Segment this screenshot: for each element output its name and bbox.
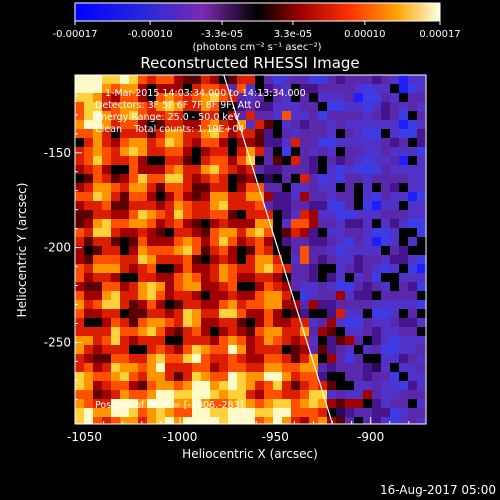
- colorbar: [74, 2, 441, 22]
- heatmap-cells: [75, 75, 426, 424]
- x-axis-label: Heliocentric X (arcsec): [182, 447, 318, 461]
- colorbar-tick-label: -3.3e-05: [201, 29, 243, 40]
- solar-limb-line: [223, 75, 334, 424]
- peak-position-label: Position of Peak = [-1006,-283]: [95, 400, 243, 411]
- annotation-clean: Clean Total counts: 1.19E+04: [95, 124, 244, 135]
- y-tick-label: -150: [44, 146, 71, 160]
- colorbar-ticks: -0.00017 -0.00010 -3.3e-05 3.3e-05 0.00010 0.…: [53, 21, 461, 40]
- annotation-energy: Energy Range: 25.0 - 50.0 keV: [95, 112, 240, 123]
- colorbar-units: (photons cm⁻² s⁻¹ asec⁻²): [192, 42, 321, 53]
- y-tick-label: -200: [44, 241, 71, 255]
- annotation-time: 1-Mar-2015 14:03:34.000 to 14:13:34.000: [105, 88, 306, 99]
- plot-frame: [74, 74, 427, 425]
- x-axis-ticks: -1050 -1000 -950 -900: [67, 417, 410, 444]
- x-tick-label: -1000: [162, 430, 197, 444]
- colorbar-tick-label: 0.00010: [344, 29, 385, 40]
- y-axis-ticks: -150 -200 -250: [44, 95, 82, 400]
- chart-title: Reconstructed RHESSI Image: [140, 54, 359, 72]
- annotation-detectors: Detectors: 3F 5F 6F 7F 8F 9F, Att 0: [95, 100, 261, 111]
- x-tick-label: -1050: [67, 430, 102, 444]
- y-axis-label: Heliocentric Y (arcsec): [15, 183, 29, 318]
- y-tick-label: -250: [44, 335, 71, 349]
- colorbar-tick-label: 0.00017: [419, 29, 460, 40]
- colorbar-tick-label: -0.00010: [128, 29, 173, 40]
- colorbar-tick-label: -0.00017: [53, 29, 98, 40]
- footer-date: 16-Aug-2017 05:00: [380, 483, 496, 497]
- x-tick-label: -900: [357, 430, 384, 444]
- x-tick-label: -950: [262, 430, 289, 444]
- colorbar-tick-label: 3.3e-05: [274, 29, 312, 40]
